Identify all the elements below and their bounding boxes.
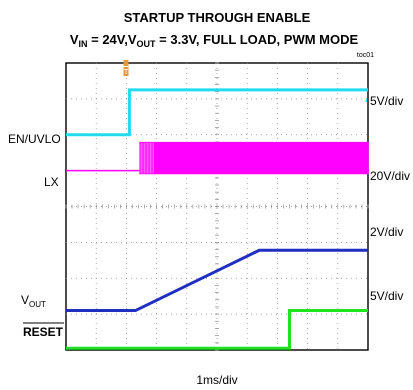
trigger-marker-icon: T xyxy=(123,60,129,76)
trace-reset xyxy=(66,309,368,350)
scale-lx: 20V/div xyxy=(370,169,410,183)
trace-vout xyxy=(66,248,368,313)
traces xyxy=(66,88,369,350)
label-reset: RESET xyxy=(23,325,64,339)
subtitle-vout-sub: OUT xyxy=(137,39,157,49)
level-marker-icon xyxy=(365,98,367,102)
label-lx: LX xyxy=(44,175,59,189)
trace-en-uvlo xyxy=(66,88,368,137)
subtitle-vin-sub: IN xyxy=(79,39,88,49)
subtitle-vout-label: V xyxy=(128,32,137,47)
grid xyxy=(65,62,369,351)
scale-en-uvlo: 5V/div xyxy=(370,94,403,108)
svg-text:T: T xyxy=(124,69,129,76)
subtitle-vin-label: V xyxy=(70,32,79,47)
scale-vout: 2V/div xyxy=(370,225,403,239)
figure-id: toc01 xyxy=(357,52,374,59)
label-en-uvlo: EN/UVLO xyxy=(8,132,61,146)
label-vout: VOUT xyxy=(21,293,46,309)
subtitle-rest: = 3.3V, FULL LOAD, PWM MODE xyxy=(156,32,359,47)
subtitle-vin-value: = 24V, xyxy=(88,32,128,47)
scale-reset: 5V/div xyxy=(370,289,403,303)
chart-title: STARTUP THROUGH ENABLE xyxy=(124,10,311,25)
chart-subtitle: VIN = 24V,VOUT = 3.3V, FULL LOAD, PWM MO… xyxy=(70,32,359,49)
x-axis-label: 1ms/div xyxy=(196,373,237,387)
